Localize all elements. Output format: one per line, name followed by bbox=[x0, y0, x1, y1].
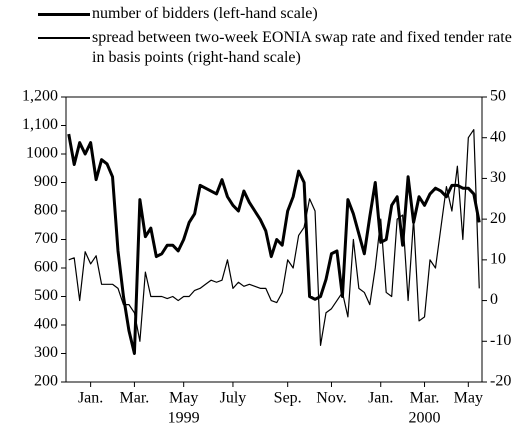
x-tick-label: Nov. bbox=[316, 390, 347, 407]
plot-frame bbox=[65, 96, 483, 383]
legend-item: spread between two-week EONIA swap rate … bbox=[34, 28, 524, 68]
legend-swatch bbox=[34, 28, 92, 48]
y-tick-label: 800 bbox=[34, 202, 58, 219]
y-tick-label: 600 bbox=[34, 259, 58, 276]
legend-swatch bbox=[34, 4, 92, 24]
y-tick-label: 1,100 bbox=[22, 116, 58, 133]
x-tick-label: Jan. bbox=[368, 390, 393, 407]
series-line bbox=[68, 128, 480, 346]
x-tick-label: Mar. bbox=[410, 390, 440, 407]
y-tick-label: 900 bbox=[34, 173, 58, 190]
x-tick-label: Mar. bbox=[120, 390, 150, 407]
y2-tick-label: -20 bbox=[490, 373, 511, 390]
y2-tick-label: 0 bbox=[490, 291, 498, 308]
year-label: 1999 bbox=[168, 410, 200, 427]
y-tick-label: 300 bbox=[34, 344, 58, 361]
x-tick-label: May bbox=[454, 390, 483, 407]
y-tick-label: 1000 bbox=[26, 145, 58, 162]
series-line bbox=[67, 133, 481, 355]
y-tick-label: 500 bbox=[34, 287, 58, 304]
y-tick-label: 1,200 bbox=[22, 88, 58, 105]
legend-label: number of bidders (left-hand scale) bbox=[92, 5, 318, 22]
y2-tick-label: 50 bbox=[490, 88, 506, 105]
y-tick-label: 700 bbox=[34, 230, 58, 247]
x-tick-label: Sep. bbox=[274, 390, 302, 407]
x-tick-label: July bbox=[220, 390, 247, 407]
legend-label: spread between two-week EONIA swap rate … bbox=[92, 29, 512, 66]
x-tick-label: May bbox=[169, 390, 198, 407]
year-label: 2000 bbox=[409, 410, 441, 427]
y2-tick-label: -10 bbox=[490, 332, 511, 349]
y2-tick-label: 40 bbox=[490, 128, 506, 145]
legend-item: number of bidders (left-hand scale) bbox=[34, 4, 524, 24]
y2-tick-label: 30 bbox=[490, 169, 506, 186]
y2-tick-label: 10 bbox=[490, 251, 506, 268]
y-tick-label: 400 bbox=[34, 316, 58, 333]
y2-tick-label: 20 bbox=[490, 210, 506, 227]
x-tick-label: Jan. bbox=[78, 390, 103, 407]
y-tick-label: 200 bbox=[34, 373, 58, 390]
